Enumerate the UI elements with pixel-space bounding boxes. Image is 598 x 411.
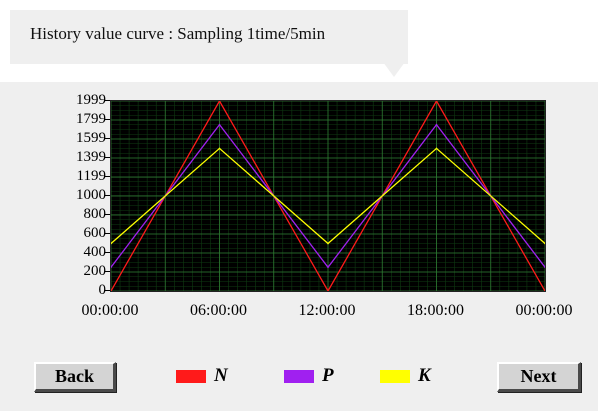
data-point-n <box>435 101 438 102</box>
data-point-p <box>111 266 112 269</box>
legend-label-n: N <box>214 365 228 386</box>
y-tick-mark <box>105 138 111 140</box>
y-tick-label: 0 <box>98 282 107 298</box>
y-tick-label: 1599 <box>76 130 106 147</box>
y-tick-mark <box>105 194 111 196</box>
x-tick-label: 00:00:00 <box>515 302 573 319</box>
x-tick-label: 12:00:00 <box>298 302 356 319</box>
y-tick-label: 1999 <box>76 92 106 108</box>
legend-label-k: K <box>418 365 431 386</box>
legend-label-p: P <box>322 365 334 386</box>
y-tick-mark <box>105 176 111 178</box>
data-point-k <box>111 242 112 245</box>
data-point-n <box>111 290 112 291</box>
legend-item-k: K <box>380 365 431 386</box>
y-tick-mark <box>105 290 111 291</box>
y-tick-label: 1199 <box>76 168 106 185</box>
next-button[interactable]: Next <box>497 362 581 392</box>
data-point-p <box>327 266 329 269</box>
x-tick-label: 00:00:00 <box>81 302 139 319</box>
y-tick-label: 600 <box>83 224 107 241</box>
title-callout: History value curve : Sampling 1time/5mi… <box>10 10 408 64</box>
data-point-p <box>544 266 545 269</box>
data-point-n <box>544 290 545 291</box>
data-point-k <box>218 147 221 150</box>
y-tick-label: 1399 <box>76 149 106 166</box>
y-tick-mark <box>105 251 111 253</box>
legend-swatch-k <box>380 369 410 383</box>
data-point-n <box>327 290 329 291</box>
legend-item-n: N <box>176 365 228 386</box>
y-tick-label: 800 <box>83 205 107 222</box>
history-chart <box>111 101 545 291</box>
callout-tail <box>383 62 405 77</box>
y-tick-label: 1799 <box>76 111 106 127</box>
back-button[interactable]: Back <box>34 362 116 392</box>
data-point-p <box>435 123 438 126</box>
y-tick-label: 400 <box>83 243 107 260</box>
y-tick-mark <box>105 213 111 215</box>
data-point-n <box>218 101 221 102</box>
y-tick-mark <box>105 157 111 159</box>
legend-item-p: P <box>284 365 334 386</box>
legend-swatch-n <box>176 369 206 383</box>
data-point-k <box>435 147 438 150</box>
y-tick-mark <box>105 270 111 272</box>
y-tick-mark <box>105 119 111 120</box>
y-tick-label: 1000 <box>76 186 106 203</box>
data-point-k <box>327 242 329 245</box>
series-line-n <box>111 101 545 291</box>
x-tick-label: 06:00:00 <box>190 302 247 319</box>
y-tick-mark <box>105 100 111 101</box>
plot-area <box>110 100 546 292</box>
legend-swatch-p <box>284 369 314 383</box>
page-title: History value curve : Sampling 1time/5mi… <box>30 24 326 43</box>
data-point-k <box>544 242 545 245</box>
x-tick-label: 18:00:00 <box>407 302 464 319</box>
data-point-p <box>218 123 221 126</box>
y-tick-label: 200 <box>83 262 107 279</box>
y-tick-mark <box>105 232 111 234</box>
